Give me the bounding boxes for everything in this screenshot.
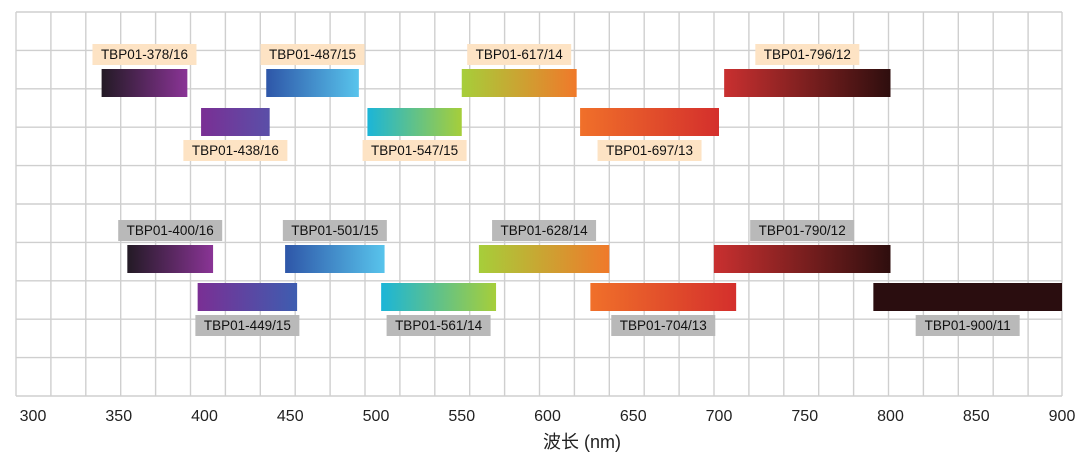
filter-label: TBP01-790/12 [759, 223, 846, 238]
filter-bar [101, 69, 188, 97]
filter-label-bg [362, 140, 467, 161]
x-tick-label: 700 [706, 408, 733, 425]
filter-label: TBP01-628/14 [501, 223, 589, 238]
filter-bar [478, 245, 610, 273]
x-tick-label: 300 [20, 408, 47, 425]
x-tick-label: 650 [620, 408, 647, 425]
filter-label: TBP01-697/13 [606, 143, 693, 158]
x-tick-label: 500 [363, 408, 390, 425]
filter-label-bg [195, 315, 300, 336]
filter-bar [285, 245, 385, 273]
filter-bar [590, 283, 737, 311]
x-tick-label: 850 [963, 408, 990, 425]
filter-labels: TBP01-378/16 TBP01-438/16 TBP01-487/15 TBP0… [92, 44, 1020, 336]
filter-bar [873, 283, 1062, 311]
filter-bar [713, 245, 891, 273]
x-tick-label: 800 [877, 408, 904, 425]
filter-label: TBP01-796/12 [764, 47, 851, 62]
filter-label: TBP01-704/13 [620, 318, 707, 333]
filter-bar [201, 108, 270, 136]
filter-label: TBP01-900/11 [925, 318, 1011, 333]
filter-bar [367, 108, 462, 136]
filter-label-bg [260, 44, 365, 65]
filter-label: TBP01-487/15 [269, 47, 356, 62]
filter-label-bg [755, 44, 860, 65]
filter-label-bg [750, 220, 855, 241]
filter-bars [101, 69, 1062, 311]
filter-bar [580, 108, 719, 136]
filter-label: TBP01-561/14 [395, 318, 483, 333]
filter-label-bg [183, 140, 288, 161]
filter-bar [266, 69, 359, 97]
x-tick-label: 400 [191, 408, 218, 425]
x-tick-label: 450 [277, 408, 304, 425]
filter-bar [197, 283, 298, 311]
filter-label-bg [386, 315, 491, 336]
x-tick-labels: 300 350 400 450 500 550 600 650 700 750 800 850 900 [20, 408, 1076, 425]
filter-label: TBP01-617/14 [476, 47, 564, 62]
filter-label: TBP01-547/15 [371, 143, 458, 158]
filter-bar [461, 69, 577, 97]
filter-label: TBP01-378/16 [101, 47, 188, 62]
filter-label: TBP01-400/16 [127, 223, 214, 238]
filter-label-bg [597, 140, 702, 161]
filter-label-bg [282, 220, 387, 241]
filter-label: TBP01-438/16 [192, 143, 279, 158]
filter-label-bg [92, 44, 197, 65]
filter-label-bg [611, 315, 716, 336]
filter-label: TBP01-449/15 [204, 318, 291, 333]
filter-label-bg [915, 315, 1020, 336]
filter-bar [381, 283, 497, 311]
x-axis-label: 波长 (nm) [543, 432, 621, 452]
filter-label-bg [467, 44, 572, 65]
x-tick-label: 750 [791, 408, 818, 425]
filter-label: TBP01-501/15 [291, 223, 378, 238]
filter-label-bg [492, 220, 597, 241]
x-tick-label: 350 [105, 408, 132, 425]
filter-bar [724, 69, 891, 97]
filter-label-bg [118, 220, 223, 241]
x-tick-label: 550 [448, 408, 475, 425]
filter-bar [127, 245, 214, 273]
x-tick-label: 900 [1049, 408, 1076, 425]
x-tick-label: 600 [534, 408, 561, 425]
